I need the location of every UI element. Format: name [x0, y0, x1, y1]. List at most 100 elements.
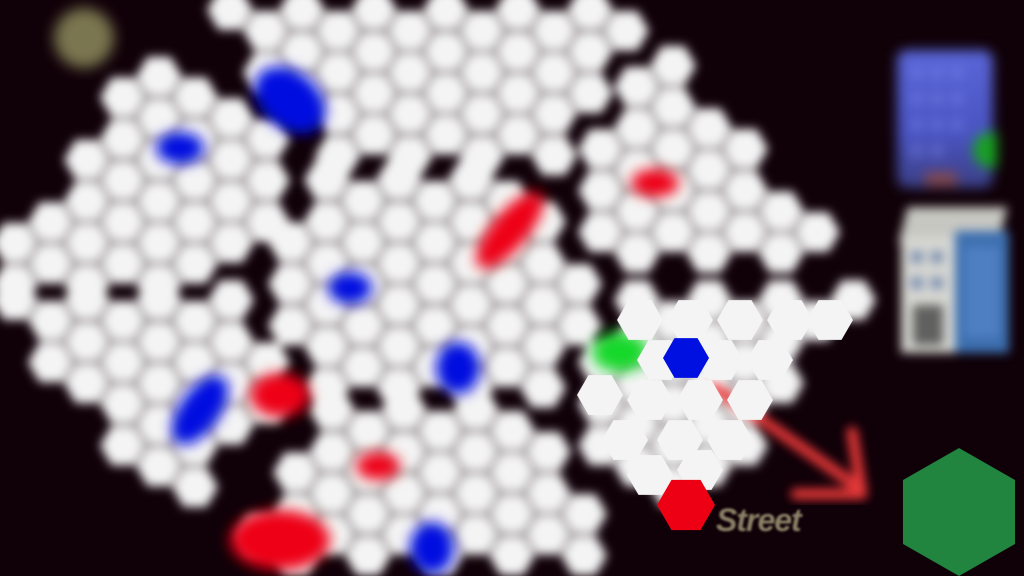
- board-cell[interactable]: [268, 305, 314, 346]
- red-piece[interactable]: [230, 510, 330, 570]
- board-cell[interactable]: [722, 170, 768, 211]
- board-cell[interactable]: [556, 305, 602, 346]
- board-cell[interactable]: [100, 300, 146, 341]
- board-cell[interactable]: [417, 452, 463, 493]
- board-cell[interactable]: [340, 305, 386, 346]
- apartment-building-tile[interactable]: [895, 207, 1017, 357]
- board-cell[interactable]: [28, 300, 74, 341]
- office-tower-tile[interactable]: [893, 46, 997, 192]
- board-cell[interactable]: [100, 77, 146, 118]
- board-cell[interactable]: [567, 73, 613, 114]
- blue-piece[interactable]: [436, 342, 480, 394]
- board-cell[interactable]: [268, 222, 314, 263]
- board-cell[interactable]: [387, 94, 433, 134]
- board-cell[interactable]: [208, 181, 254, 222]
- board-cell[interactable]: [64, 222, 110, 263]
- board-cell[interactable]: [64, 280, 110, 320]
- board-cell[interactable]: [345, 535, 391, 576]
- board-cell[interactable]: [64, 321, 110, 362]
- board-cell[interactable]: [136, 280, 182, 320]
- board-cell[interactable]: [495, 114, 541, 155]
- board-cell[interactable]: [556, 264, 602, 304]
- board-cell[interactable]: [64, 363, 110, 404]
- board-cell[interactable]: [617, 300, 663, 340]
- board-cell[interactable]: [243, 10, 289, 51]
- board-cell[interactable]: [208, 98, 254, 139]
- board-cell[interactable]: [627, 380, 673, 420]
- board-cell[interactable]: [340, 222, 386, 263]
- board-cell[interactable]: [136, 181, 182, 222]
- board-cell[interactable]: [381, 390, 427, 430]
- board-cell[interactable]: [525, 473, 571, 514]
- board-cell[interactable]: [520, 284, 566, 325]
- board-cell[interactable]: [567, 0, 613, 30]
- board-cell[interactable]: [345, 410, 391, 451]
- board-cell[interactable]: [531, 94, 577, 134]
- board-cell[interactable]: [172, 77, 218, 118]
- board-cell[interactable]: [747, 340, 793, 380]
- board-cell[interactable]: [376, 284, 422, 325]
- board-cell[interactable]: [136, 56, 182, 97]
- board-cell[interactable]: [172, 342, 218, 383]
- board-cell[interactable]: [767, 300, 813, 340]
- board-cell[interactable]: [484, 264, 530, 304]
- red-piece[interactable]: [631, 169, 679, 197]
- board-cell[interactable]: [459, 10, 505, 51]
- board-cell[interactable]: [794, 212, 840, 252]
- board-cell[interactable]: [412, 305, 458, 346]
- green-piece[interactable]: [592, 332, 648, 372]
- board-cell[interactable]: [28, 243, 74, 284]
- board-cell[interactable]: [351, 31, 397, 72]
- board-cell[interactable]: [758, 191, 804, 232]
- board-cell[interactable]: [100, 425, 146, 466]
- board-cell[interactable]: [525, 431, 571, 472]
- board-cell[interactable]: [650, 45, 696, 86]
- board-cell[interactable]: [309, 473, 355, 514]
- board-cell[interactable]: [351, 114, 397, 155]
- board-cell[interactable]: [172, 300, 218, 341]
- board-cell[interactable]: [304, 326, 350, 367]
- board-cell[interactable]: [244, 342, 290, 383]
- board-cell[interactable]: [136, 363, 182, 404]
- board-cell[interactable]: [459, 52, 505, 93]
- board-cell[interactable]: [136, 321, 182, 362]
- board-cell[interactable]: [489, 494, 535, 534]
- board-cell[interactable]: [172, 160, 218, 201]
- board-cell[interactable]: [677, 380, 723, 420]
- board-cell[interactable]: [578, 170, 624, 211]
- board-cell[interactable]: [315, 10, 361, 51]
- board-cell[interactable]: [172, 202, 218, 242]
- board-cell[interactable]: [489, 535, 535, 576]
- board-cell[interactable]: [448, 201, 494, 242]
- board-cell[interactable]: [520, 367, 566, 408]
- board-cell[interactable]: [315, 52, 361, 93]
- board-cell[interactable]: [412, 180, 458, 221]
- board-cell[interactable]: [100, 160, 146, 201]
- board-cell[interactable]: [697, 340, 743, 380]
- board-cell[interactable]: [100, 342, 146, 383]
- blue-piece[interactable]: [410, 522, 454, 574]
- board-cell[interactable]: [531, 10, 577, 51]
- board-cell[interactable]: [376, 243, 422, 284]
- board-cell[interactable]: [614, 191, 660, 232]
- board-cell[interactable]: [64, 139, 110, 180]
- blue-piece[interactable]: [161, 366, 240, 454]
- board-cell[interactable]: [268, 264, 314, 304]
- board-cell[interactable]: [136, 446, 182, 487]
- board-cell[interactable]: [412, 264, 458, 304]
- board-cell[interactable]: [351, 0, 397, 30]
- board-cell[interactable]: [495, 31, 541, 72]
- board-cell[interactable]: [489, 410, 535, 451]
- board-cell[interactable]: [453, 514, 499, 555]
- board-cell[interactable]: [722, 212, 768, 252]
- board-cell[interactable]: [525, 514, 571, 555]
- board-cell[interactable]: [561, 494, 607, 534]
- board-cell[interactable]: [315, 94, 361, 134]
- board-cell[interactable]: [602, 420, 648, 460]
- board-cell[interactable]: [459, 94, 505, 134]
- board-cell[interactable]: [650, 87, 696, 128]
- board-cell[interactable]: [686, 232, 732, 273]
- board-cell[interactable]: [603, 10, 649, 51]
- board-cell[interactable]: [614, 66, 660, 107]
- board-cell[interactable]: [495, 73, 541, 114]
